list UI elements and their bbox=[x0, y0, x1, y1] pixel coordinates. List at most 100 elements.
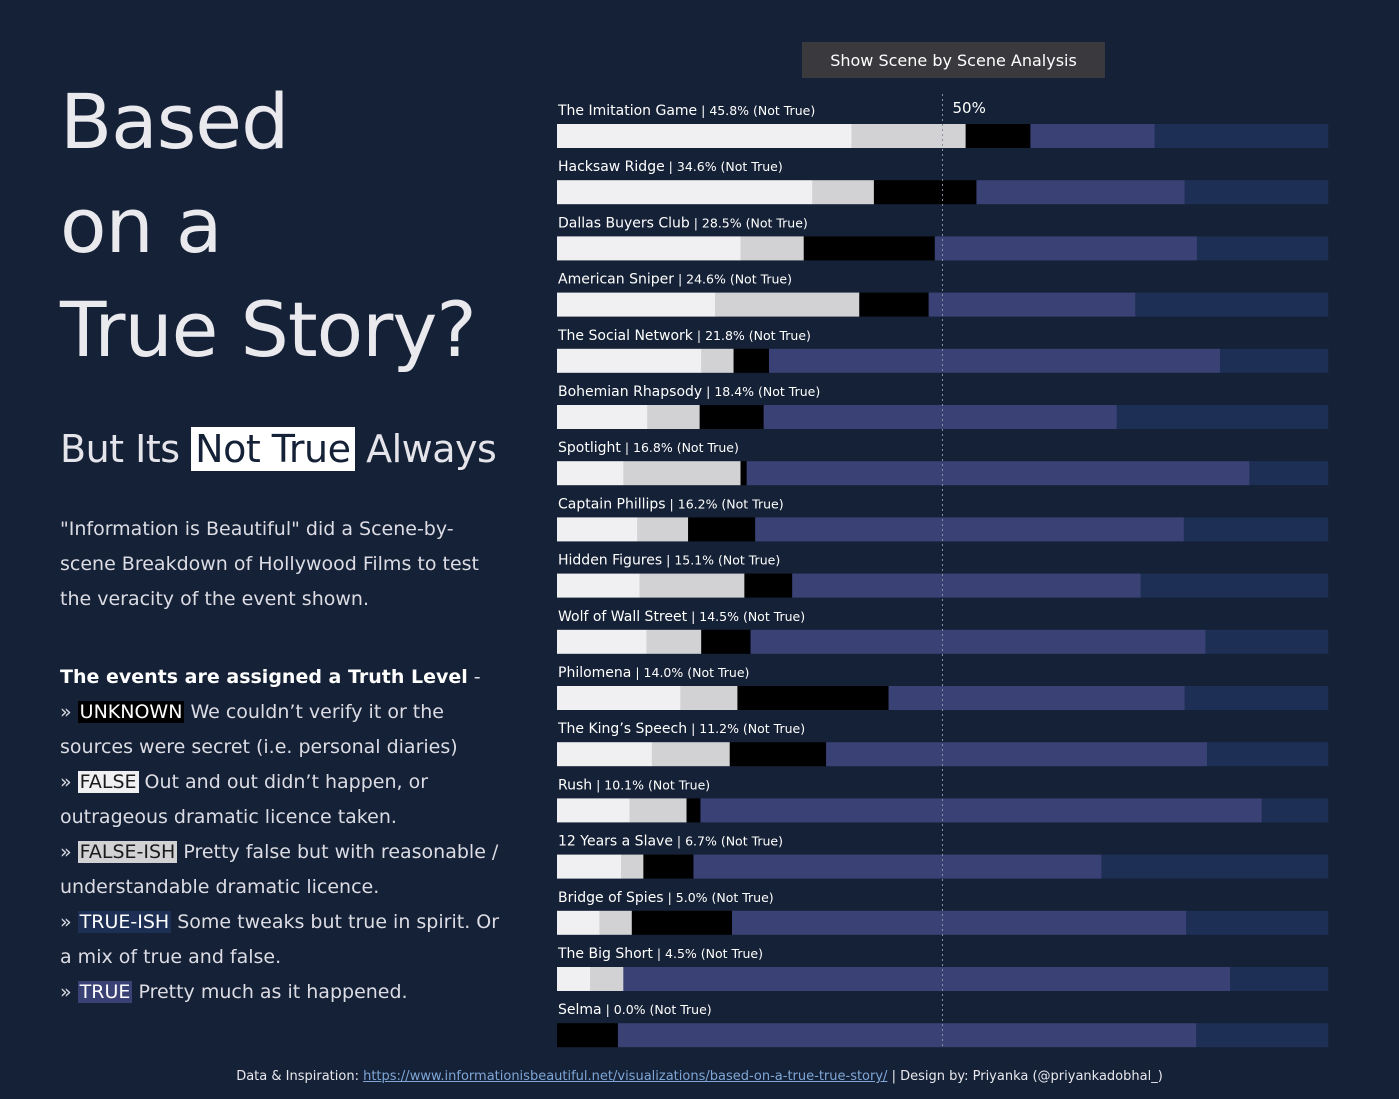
legend-desc-true: Pretty much as it happened. bbox=[132, 981, 408, 1003]
film-percent: | 4.5% (Not True) bbox=[653, 946, 763, 961]
bar-segment-unknown bbox=[643, 854, 694, 879]
film-label: Rush | 10.1% (Not True) bbox=[558, 777, 710, 793]
page-title: Based on a True Story? bbox=[60, 70, 477, 382]
bar-segment-true-ish bbox=[1140, 573, 1329, 598]
film-row[interactable]: Wolf of Wall Street | 14.5% (Not True) bbox=[557, 609, 1329, 654]
film-row[interactable]: 12 Years a Slave | 6.7% (Not True) bbox=[557, 834, 1329, 879]
film-row[interactable]: Rush | 10.1% (Not True) bbox=[557, 777, 1329, 823]
film-percent: | 18.4% (Not True) bbox=[702, 384, 820, 399]
bar-segment-false bbox=[557, 910, 600, 935]
legend-desc-unknown: We couldn’t verify it or the sources wer… bbox=[60, 701, 458, 758]
bar-segment-true-ish bbox=[1154, 124, 1329, 148]
film-percent: | 14.0% (Not True) bbox=[631, 665, 749, 680]
film-row[interactable]: The King’s Speech | 11.2% (Not True) bbox=[557, 721, 1329, 767]
bar-segment-false bbox=[557, 124, 852, 148]
film-row[interactable]: Bridge of Spies | 5.0% (Not True) bbox=[557, 890, 1329, 935]
bar-segment-true-ish bbox=[1135, 292, 1329, 317]
bar-segment-false-ish bbox=[629, 798, 687, 823]
source-link[interactable]: https://www.informationisbeautiful.net/v… bbox=[363, 1069, 888, 1084]
film-label: Captain Phillips | 16.2% (Not True) bbox=[558, 496, 784, 512]
bar-segment-unknown bbox=[557, 1023, 619, 1048]
film-row[interactable]: Philomena | 14.0% (Not True) bbox=[557, 665, 1329, 710]
film-row[interactable]: Selma | 0.0% (Not True) bbox=[557, 1002, 1329, 1048]
film-row[interactable]: Spotlight | 16.8% (Not True) bbox=[557, 440, 1329, 486]
film-label: The King’s Speech | 11.2% (Not True) bbox=[557, 721, 805, 737]
bar-segment-unknown bbox=[859, 292, 929, 317]
title-line-1: Based bbox=[60, 77, 289, 166]
film-row[interactable]: Dallas Buyers Club | 28.5% (Not True) bbox=[557, 215, 1329, 261]
film-label: The Big Short | 4.5% (Not True) bbox=[557, 946, 763, 962]
film-label: American Sniper | 24.6% (Not True) bbox=[558, 272, 792, 288]
bar-segment-false bbox=[557, 180, 813, 205]
film-title: Wolf of Wall Street bbox=[558, 609, 688, 625]
bar-segment-unknown bbox=[965, 124, 1031, 148]
bar-segment-false-ish bbox=[620, 854, 644, 879]
bar-segment-false bbox=[557, 629, 647, 654]
bar-segment-true-ish bbox=[1249, 461, 1329, 486]
reference-line-label: 50% bbox=[953, 99, 986, 117]
film-row[interactable]: The Big Short | 4.5% (Not True) bbox=[557, 946, 1329, 991]
subtitle: But Its Not True Always bbox=[60, 422, 497, 476]
bar-segment-unknown bbox=[688, 517, 756, 542]
legend-marker: » bbox=[60, 911, 72, 933]
film-row[interactable]: Captain Phillips | 16.2% (Not True) bbox=[557, 496, 1329, 542]
film-row[interactable]: Bohemian Rhapsody | 18.4% (Not True) bbox=[557, 384, 1329, 429]
film-percent: | 5.0% (Not True) bbox=[664, 890, 774, 905]
subtitle-highlight: Not True bbox=[191, 427, 355, 471]
legend-heading-suffix: - bbox=[467, 666, 481, 688]
film-title: The Big Short bbox=[557, 946, 653, 962]
bar-segment-unknown bbox=[631, 910, 733, 935]
film-title: Bohemian Rhapsody bbox=[558, 384, 702, 400]
bar-segment-unknown bbox=[701, 629, 751, 654]
film-row[interactable]: Hidden Figures | 15.1% (Not True) bbox=[557, 553, 1329, 598]
bar-segment-false bbox=[557, 854, 622, 879]
title-line-3: True Story? bbox=[60, 285, 477, 374]
bar-segment-false-ish bbox=[646, 629, 702, 654]
bar-segment-false bbox=[557, 461, 624, 486]
film-percent: | 10.1% (Not True) bbox=[592, 777, 710, 792]
film-label: Selma | 0.0% (Not True) bbox=[558, 1002, 712, 1018]
truth-level-legend: The events are assigned a Truth Level - … bbox=[60, 660, 510, 1010]
film-label: Dallas Buyers Club | 28.5% (Not True) bbox=[558, 215, 808, 231]
bar-segment-false-ish bbox=[651, 742, 731, 767]
legend-marker: » bbox=[60, 841, 72, 863]
film-percent: | 6.7% (Not True) bbox=[673, 834, 783, 849]
bar-segment-unknown bbox=[744, 573, 793, 598]
bar-segment-false-ish bbox=[680, 686, 738, 710]
film-label: Bridge of Spies | 5.0% (Not True) bbox=[558, 890, 774, 906]
legend-item-false-ish: » FALSE-ISH Pretty false but with reason… bbox=[60, 835, 510, 905]
film-percent: | 11.2% (Not True) bbox=[687, 721, 805, 736]
film-row[interactable]: The Imitation Game | 45.8% (Not True) bbox=[557, 103, 1329, 148]
film-percent: | 34.6% (Not True) bbox=[665, 159, 783, 174]
film-row[interactable]: The Social Network | 21.8% (Not True) bbox=[557, 328, 1329, 373]
footer-suffix: | Design by: Priyanka (@priyankadobhal_) bbox=[887, 1069, 1163, 1084]
film-row[interactable]: Hacksaw Ridge | 34.6% (Not True) bbox=[557, 159, 1329, 205]
bar-segment-false-ish bbox=[740, 236, 805, 261]
film-title: Hidden Figures bbox=[558, 553, 662, 569]
legend-desc-false: Out and out didn’t happen, or outrageous… bbox=[60, 771, 429, 828]
bar-segment-true-ish bbox=[1184, 686, 1329, 710]
bar-segment-true bbox=[700, 798, 1262, 823]
footer-prefix: Data & Inspiration: bbox=[236, 1069, 364, 1084]
film-row[interactable]: American Sniper | 24.6% (Not True) bbox=[557, 272, 1329, 317]
film-label: The Imitation Game | 45.8% (Not True) bbox=[557, 103, 815, 119]
film-label: Hidden Figures | 15.1% (Not True) bbox=[558, 553, 780, 569]
film-percent: | 16.8% (Not True) bbox=[621, 440, 739, 455]
bar-segment-true bbox=[746, 461, 1250, 486]
film-title: Philomena bbox=[558, 665, 631, 681]
bar-segment-true-ish bbox=[1184, 180, 1329, 205]
scene-analysis-button[interactable]: Show Scene by Scene Analysis bbox=[802, 42, 1105, 78]
film-title: Captain Phillips bbox=[558, 496, 666, 512]
film-label: The Social Network | 21.8% (Not True) bbox=[557, 328, 811, 344]
bar-segment-unknown bbox=[733, 348, 770, 373]
bar-segment-false-ish bbox=[851, 124, 966, 148]
bar-segment-true-ish bbox=[1186, 910, 1329, 935]
film-title: 12 Years a Slave bbox=[558, 834, 673, 850]
film-percent: | 45.8% (Not True) bbox=[697, 103, 815, 118]
film-percent: | 16.2% (Not True) bbox=[666, 496, 784, 511]
bar-segment-unknown bbox=[737, 686, 889, 710]
film-title: The Imitation Game bbox=[557, 103, 697, 119]
film-label: Wolf of Wall Street | 14.5% (Not True) bbox=[558, 609, 805, 625]
bar-segment-true bbox=[617, 1023, 1197, 1048]
